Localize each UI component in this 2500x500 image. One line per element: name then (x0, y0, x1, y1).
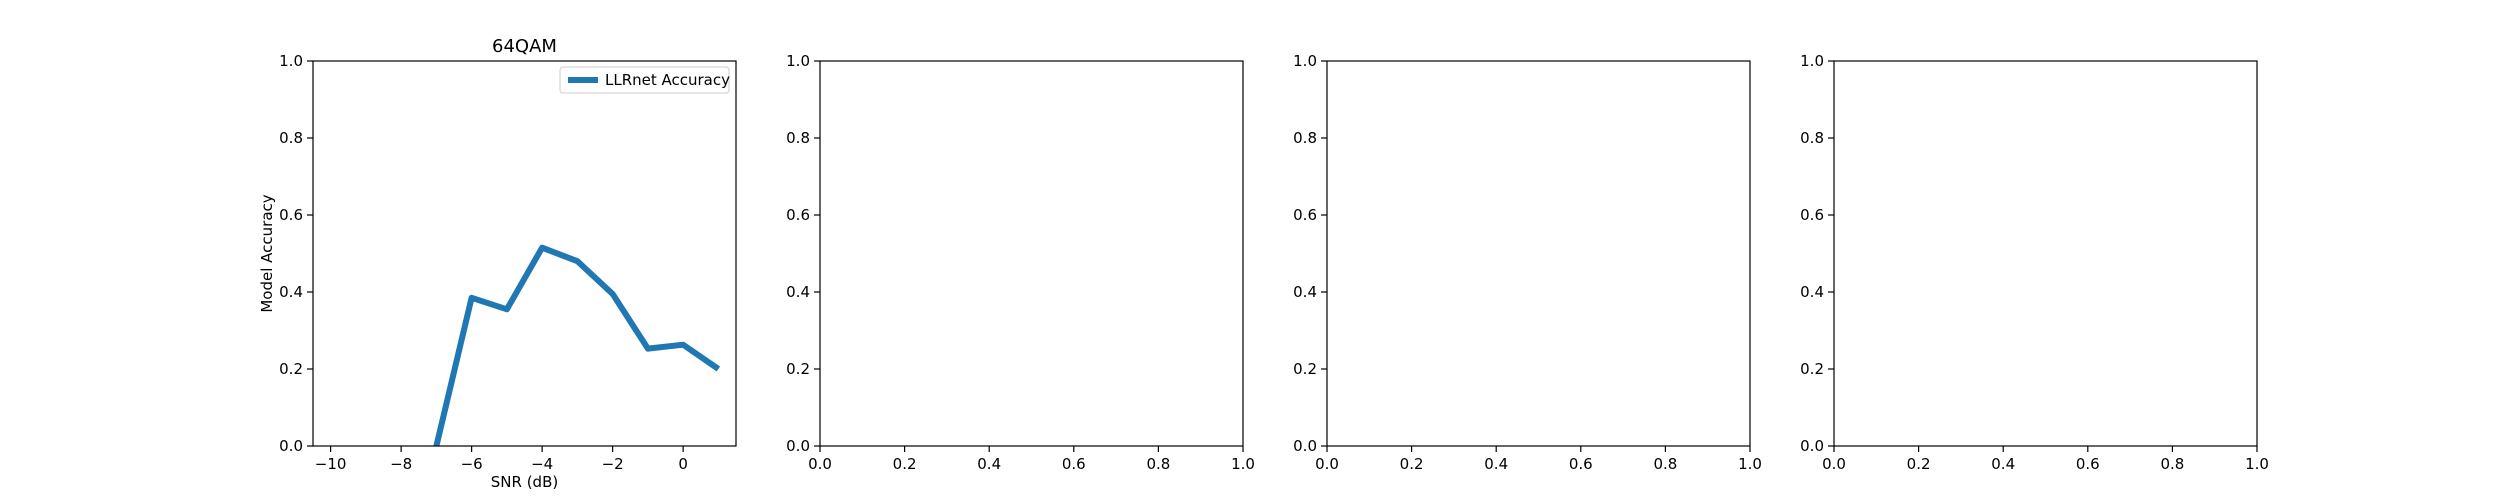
x-tick-label: −6 (461, 455, 483, 473)
x-tick-label: 0.6 (1569, 455, 1593, 473)
series-line (433, 244, 721, 446)
y-tick-label: 1.0 (279, 52, 303, 70)
y-tick-label: 0.8 (786, 129, 810, 147)
y-tick-label: 0.6 (1293, 206, 1317, 224)
legend-label: LLRnet Accuracy (605, 71, 730, 89)
y-tick-label: 0.4 (279, 283, 303, 301)
x-tick-label: 0.8 (1146, 455, 1170, 473)
y-tick-label: 1.0 (1293, 52, 1317, 70)
y-tick-label: 0.0 (279, 437, 303, 455)
subplot-4: 0.0 0.2 0.4 0.6 0.8 1.0 0.0 0.2 0.4 0.6 0.8 1.0 (1800, 52, 2269, 473)
x-tick-label: −4 (531, 455, 553, 473)
x-tick-label: 0.8 (1653, 455, 1677, 473)
x-tick-label: 1.0 (2245, 455, 2269, 473)
x-tick-label: 1.0 (1738, 455, 1762, 473)
x-tick-label: 0.0 (808, 455, 832, 473)
y-tick-label: 0.0 (1800, 437, 1824, 455)
subplot-2: 0.0 0.2 0.4 0.6 0.8 1.0 0.0 0.2 0.4 0.6 0.8 1.0 (786, 52, 1255, 473)
x-tick-label: 0.2 (893, 455, 917, 473)
y-axis-label: Model Accuracy (258, 194, 276, 312)
x-tick-label: 0.6 (2076, 455, 2100, 473)
y-tick-label: 0.8 (1800, 129, 1824, 147)
y-tick-label: 0.2 (1293, 360, 1317, 378)
y-tick-label: 0.6 (279, 206, 303, 224)
x-tick-label: 0.4 (1484, 455, 1508, 473)
y-tick-label: 0.8 (1293, 129, 1317, 147)
subplot-1: −10 −8 −6 −4 −2 0 0.0 0.2 0.4 0.6 0.8 1.0 64QAM SNR (… (258, 36, 737, 491)
x-tick-label: 0.6 (1062, 455, 1086, 473)
subplot-3: 0.0 0.2 0.4 0.6 0.8 1.0 0.0 0.2 0.4 0.6 0.8 1.0 (1293, 52, 1762, 473)
x-tick-label: −10 (315, 455, 347, 473)
x-tick-label: 0.8 (2160, 455, 2184, 473)
y-tick-label: 0.2 (1800, 360, 1824, 378)
x-tick-label: 0.2 (1400, 455, 1424, 473)
axes-frame (1833, 60, 2258, 447)
axes-frame (1326, 60, 1751, 447)
x-tick-label: 1.0 (1231, 455, 1255, 473)
x-tick-label: −2 (602, 455, 624, 473)
x-tick-label: 0.0 (1315, 455, 1339, 473)
y-tick-label: 0.8 (279, 129, 303, 147)
y-tick-label: 1.0 (1800, 52, 1824, 70)
y-tick-label: 0.0 (786, 437, 810, 455)
legend-box (559, 66, 730, 94)
y-tick-label: 0.4 (1800, 283, 1824, 301)
x-tick-label: 0.4 (1991, 455, 2015, 473)
y-tick-label: 1.0 (786, 52, 810, 70)
y-tick-label: 0.4 (786, 283, 810, 301)
x-tick-label: 0.2 (1907, 455, 1931, 473)
x-tick-label: 0.4 (977, 455, 1001, 473)
x-axis-label: SNR (dB) (491, 473, 558, 491)
y-tick-label: 0.0 (1293, 437, 1317, 455)
legend: LLRnet Accuracy (559, 66, 730, 94)
x-tick-label: 0 (678, 455, 688, 473)
y-tick-label: 0.4 (1293, 283, 1317, 301)
y-tick-label: 0.2 (786, 360, 810, 378)
x-tick-label: 0.0 (1822, 455, 1846, 473)
chart-title: 64QAM (492, 36, 557, 57)
y-tick-label: 0.6 (1800, 206, 1824, 224)
axes-frame (312, 60, 737, 447)
x-tick-label: −8 (390, 455, 412, 473)
y-tick-label: 0.6 (786, 206, 810, 224)
y-tick-label: 0.2 (279, 360, 303, 378)
axes-frame (819, 60, 1244, 447)
